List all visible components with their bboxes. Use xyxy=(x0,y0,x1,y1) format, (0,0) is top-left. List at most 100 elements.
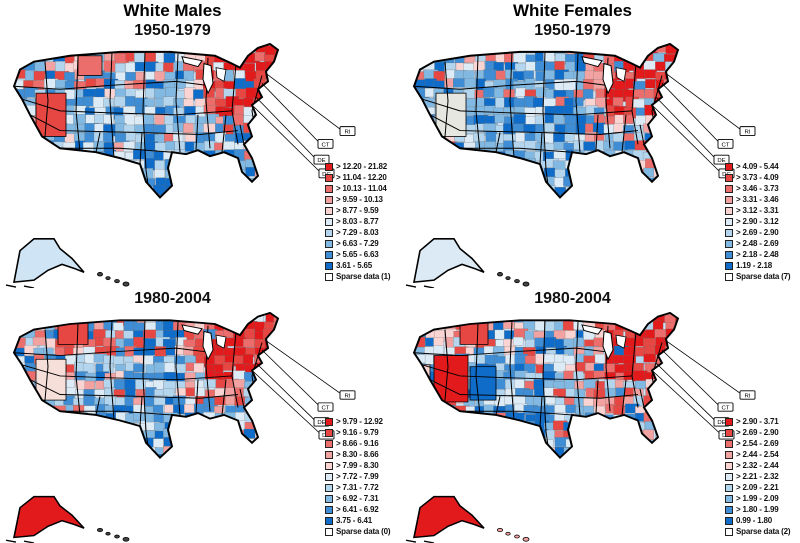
state-callout-box-ct xyxy=(317,402,334,412)
legend-item: > 3.73 - 4.09 xyxy=(725,173,797,182)
state-callout-box-de xyxy=(713,154,730,165)
us-outline xyxy=(412,42,680,199)
legend-swatch xyxy=(325,428,333,437)
legend-item: > 2.09 - 2.21 xyxy=(725,483,797,492)
legend-item: > 5.65 - 6.63 xyxy=(325,250,397,259)
legend-swatch xyxy=(725,184,733,193)
legend-swatch xyxy=(725,217,733,226)
legend-item: > 7.72 - 7.99 xyxy=(325,472,397,481)
panel-period-title: 1950-1979 xyxy=(534,22,611,39)
legend-sparse-item: Sparse data (7) xyxy=(725,272,797,281)
legend-swatch xyxy=(325,162,333,171)
panel-white-males-1980-2004: 1980-2004 RICTDEDC > 9.79 - 12.92> 9.16 … xyxy=(0,288,400,543)
choropleth-map-white-males-1950-1979: RICTDEDC xyxy=(5,42,356,288)
legend-swatch xyxy=(325,516,333,525)
legend-white-females-1980-2004: > 2.90 - 3.71 > 2.69 - 2.90 > 2.54 - 2.69 >… xyxy=(725,415,797,538)
legend-swatch xyxy=(325,494,333,503)
choropleth-map-white-males-1980-2004: RICTDEDC xyxy=(5,311,356,543)
legend-item: > 2.69 - 2.90 xyxy=(725,428,797,437)
hawaii-inset xyxy=(97,272,104,277)
hawaii-inset xyxy=(497,272,504,277)
legend-label: > 3.73 - 4.09 xyxy=(736,173,779,182)
legend-label: > 6.41 - 6.92 xyxy=(336,505,379,514)
legend-label: > 10.13 - 11.04 xyxy=(336,184,387,193)
legend-swatch xyxy=(725,472,733,481)
legend-item: > 8.77 - 9.59 xyxy=(325,206,397,215)
legend-sparse-label: Sparse data (0) xyxy=(336,527,391,536)
legend-swatch xyxy=(325,483,333,492)
hawaii-inset xyxy=(122,536,130,542)
state-callout-label-ct: CT xyxy=(322,406,330,412)
us-outline xyxy=(412,311,680,459)
legend-item: > 3.46 - 3.73 xyxy=(725,184,797,193)
legend-swatch xyxy=(725,417,733,426)
state-callout-label-de: DE xyxy=(317,420,325,426)
alaska-inset xyxy=(413,495,485,539)
legend-label: > 2.21 - 2.32 xyxy=(736,472,779,481)
hawaii-inset xyxy=(122,281,130,287)
legend-label: > 3.31 - 3.46 xyxy=(736,195,779,204)
state-callout-label-ri: RI xyxy=(745,130,751,136)
legend-swatch xyxy=(325,505,333,514)
legend-swatch xyxy=(725,516,733,525)
hawaii-inset xyxy=(97,527,104,533)
panel-period-title: 1980-2004 xyxy=(134,290,211,307)
legend-sparse-item: Sparse data (2) xyxy=(725,527,797,536)
panel-white-females-1980-2004: 1980-2004 RICTDEDC > 2.90 - 3.71> 2.69 -… xyxy=(400,288,800,543)
legend-item: > 3.12 - 3.31 xyxy=(725,206,797,215)
hawaii-inset xyxy=(105,276,111,281)
legend-sparse-swatch xyxy=(325,527,333,536)
panel-white-females-1950-1979: White Females 1950-1979 RICTDEDC > 4.09 … xyxy=(400,0,800,288)
legend-swatch xyxy=(325,250,333,259)
legend-item: > 9.79 - 12.92 xyxy=(325,417,397,426)
legend-swatch xyxy=(725,450,733,459)
state-callout-label-ct: CT xyxy=(722,406,730,412)
legend-swatch xyxy=(725,162,733,171)
legend-swatch xyxy=(325,239,333,248)
legend-item: > 2.48 - 2.69 xyxy=(725,239,797,248)
legend-item: > 9.59 - 10.13 xyxy=(325,195,397,204)
legend-item: 3.75 - 6.41 xyxy=(325,516,397,525)
legend-sparse-label: Sparse data (1) xyxy=(336,272,391,281)
legend-label: > 2.90 - 3.12 xyxy=(736,217,779,226)
legend-label: > 1.99 - 2.09 xyxy=(736,494,779,503)
legend-swatch xyxy=(725,250,733,259)
legend-white-females-1950-1979: > 4.09 - 5.44 > 3.73 - 4.09 > 3.46 - 3.73 >… xyxy=(725,160,797,283)
legend-label: > 2.32 - 2.44 xyxy=(736,461,779,470)
legend-sparse-label: Sparse data (7) xyxy=(736,272,791,281)
legend-label: > 7.99 - 8.30 xyxy=(336,461,379,470)
legend-label: > 6.92 - 7.31 xyxy=(336,494,379,503)
legend-item: 3.61 - 5.65 xyxy=(325,261,397,270)
legend-swatch xyxy=(725,494,733,503)
legend-swatch xyxy=(325,173,333,182)
legend-label: 3.61 - 5.65 xyxy=(336,261,373,270)
legend-label: > 2.44 - 2.54 xyxy=(736,450,779,459)
state-callout-label-ri: RI xyxy=(345,393,351,399)
legend-label: > 8.77 - 9.59 xyxy=(336,206,379,215)
legend-item: 0.99 - 1.80 xyxy=(725,516,797,525)
legend-label: > 6.63 - 7.29 xyxy=(336,239,379,248)
panel-title-block: White Males 1950-1979 xyxy=(0,1,345,40)
legend-label: > 4.09 - 5.44 xyxy=(736,162,779,171)
state-callout-box-ct xyxy=(717,138,734,149)
legend-label: > 2.69 - 2.90 xyxy=(736,428,779,437)
legend-label: > 8.03 - 8.77 xyxy=(336,217,379,226)
legend-label: > 3.12 - 3.31 xyxy=(736,206,779,215)
legend-swatch xyxy=(325,195,333,204)
legend-item: > 2.90 - 3.71 xyxy=(725,417,797,426)
hawaii-inset xyxy=(514,534,520,539)
legend-item: > 2.90 - 3.12 xyxy=(725,217,797,226)
state-callout-label-de: DE xyxy=(717,420,725,426)
legend-swatch xyxy=(325,261,333,270)
state-callout-label-ct: CT xyxy=(722,142,730,148)
panel-white-males-1950-1979: White Males 1950-1979 RICTDEDC > 12.20 -… xyxy=(0,0,400,288)
hawaii-inset xyxy=(105,531,111,536)
legend-swatch xyxy=(725,173,733,182)
legend-item: > 2.32 - 2.44 xyxy=(725,461,797,470)
legend-label: > 11.04 - 12.20 xyxy=(336,173,387,182)
legend-label: 3.75 - 6.41 xyxy=(336,516,373,525)
panel-group-title: White Females xyxy=(512,1,633,20)
legend-label: 1.19 - 2.18 xyxy=(736,261,773,270)
state-callout-box-ct xyxy=(717,402,734,412)
